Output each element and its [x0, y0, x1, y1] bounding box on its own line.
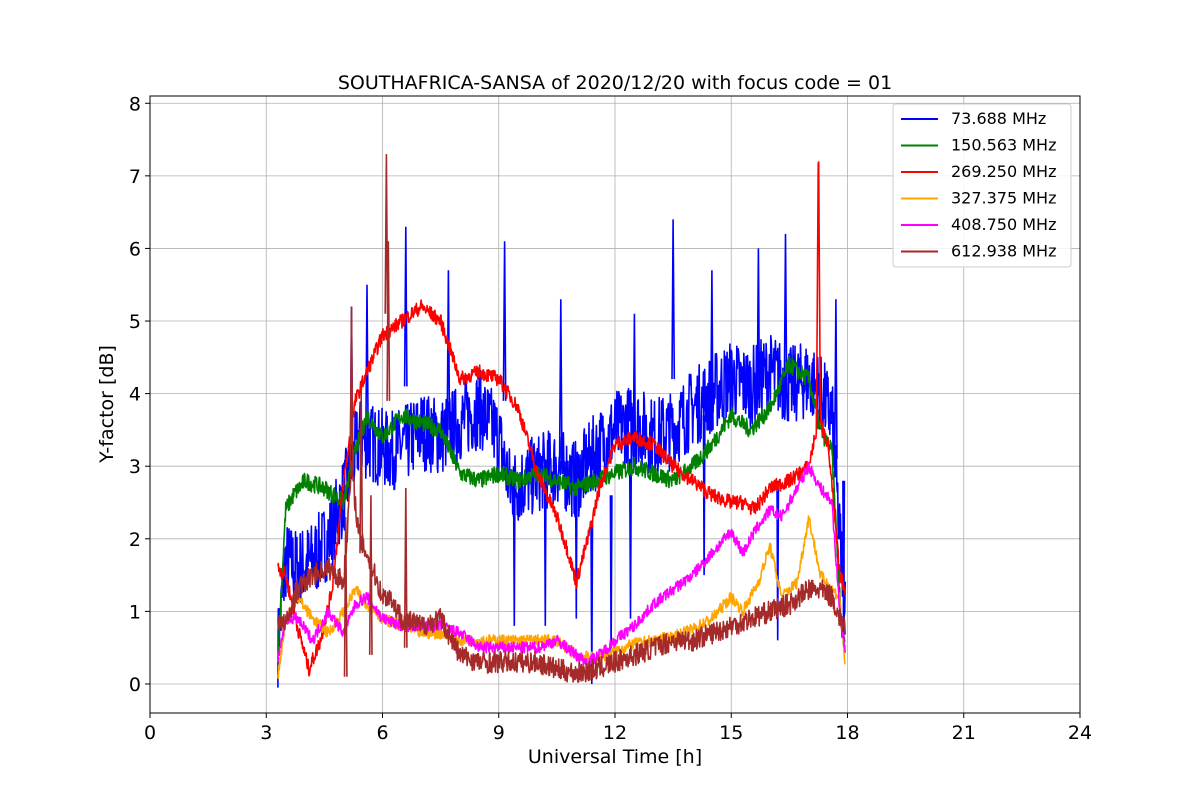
series-spike: [833, 299, 838, 459]
series-spike: [558, 299, 563, 459]
x-tick-label: 3: [260, 722, 272, 744]
y-axis-label: Y-factor [dB]: [96, 345, 118, 464]
series-spike: [671, 219, 676, 380]
plot-lines: [277, 154, 846, 688]
series-spike: [403, 487, 408, 648]
y-tick-label: 1: [129, 601, 141, 623]
x-axis-ticks: 0 3 6 9 12 15 18 21 24: [144, 713, 1092, 744]
legend-label: 150.563 MHz: [951, 136, 1056, 155]
series-spike: [632, 313, 637, 474]
series-spike: [343, 516, 348, 677]
x-tick-label: 15: [719, 722, 743, 744]
series-spike: [756, 248, 761, 409]
series-line: [277, 461, 846, 669]
legend-label: 612.938 MHz: [951, 242, 1056, 261]
y-tick-label: 5: [129, 311, 141, 333]
series-spike: [365, 284, 369, 445]
series-spike: [384, 154, 389, 314]
series-dip: [574, 458, 578, 619]
y-tick-label: 6: [129, 238, 141, 260]
legend: 73.688 MHz 150.563 MHz 269.250 MHz 327.375 …: [892, 103, 1072, 268]
y-tick-label: 3: [129, 456, 141, 478]
series-spike: [349, 306, 354, 467]
series-dip: [543, 466, 547, 626]
series-spike: [359, 393, 364, 554]
series-spike: [446, 270, 451, 430]
series-spike: [368, 495, 373, 655]
series-line: [277, 355, 846, 656]
y-tick-label: 7: [129, 166, 141, 188]
x-tick-label: 12: [603, 722, 627, 744]
x-tick-label: 6: [376, 722, 388, 744]
y-axis-ticks: 0 1 2 3 4 5 6 7 8: [129, 93, 150, 696]
x-tick-label: 21: [952, 722, 976, 744]
series-spike: [783, 233, 788, 394]
series-dip: [512, 466, 516, 626]
y-tick-label: 0: [129, 674, 141, 696]
legend-label: 269.250 MHz: [951, 162, 1056, 181]
series-dip: [842, 480, 846, 641]
series-dip: [609, 495, 613, 655]
series-spike: [709, 270, 714, 430]
series-spike: [386, 241, 391, 401]
series-line: [277, 161, 846, 677]
y-tick-label: 2: [129, 529, 141, 551]
x-axis-label: Universal Time [h]: [528, 746, 702, 768]
series-dip: [628, 458, 633, 619]
legend-label: 408.750 MHz: [951, 215, 1056, 234]
series-dip: [776, 480, 780, 641]
series-line: [277, 460, 846, 683]
legend-label: 73.688 MHz: [951, 109, 1046, 128]
series-spike: [403, 226, 408, 387]
y-tick-label: 4: [129, 384, 141, 406]
x-tick-label: 24: [1068, 722, 1092, 744]
legend-label: 327.375 MHz: [951, 189, 1056, 208]
x-tick-label: 0: [144, 722, 156, 744]
chart-title: SOUTHAFRICA-SANSA of 2020/12/20 with foc…: [338, 72, 892, 94]
y-tick-label: 8: [129, 93, 141, 115]
series-spike: [502, 241, 507, 401]
series-dip: [590, 524, 594, 685]
series-dip: [702, 415, 706, 576]
x-tick-label: 9: [493, 722, 505, 744]
x-tick-label: 18: [835, 722, 859, 744]
